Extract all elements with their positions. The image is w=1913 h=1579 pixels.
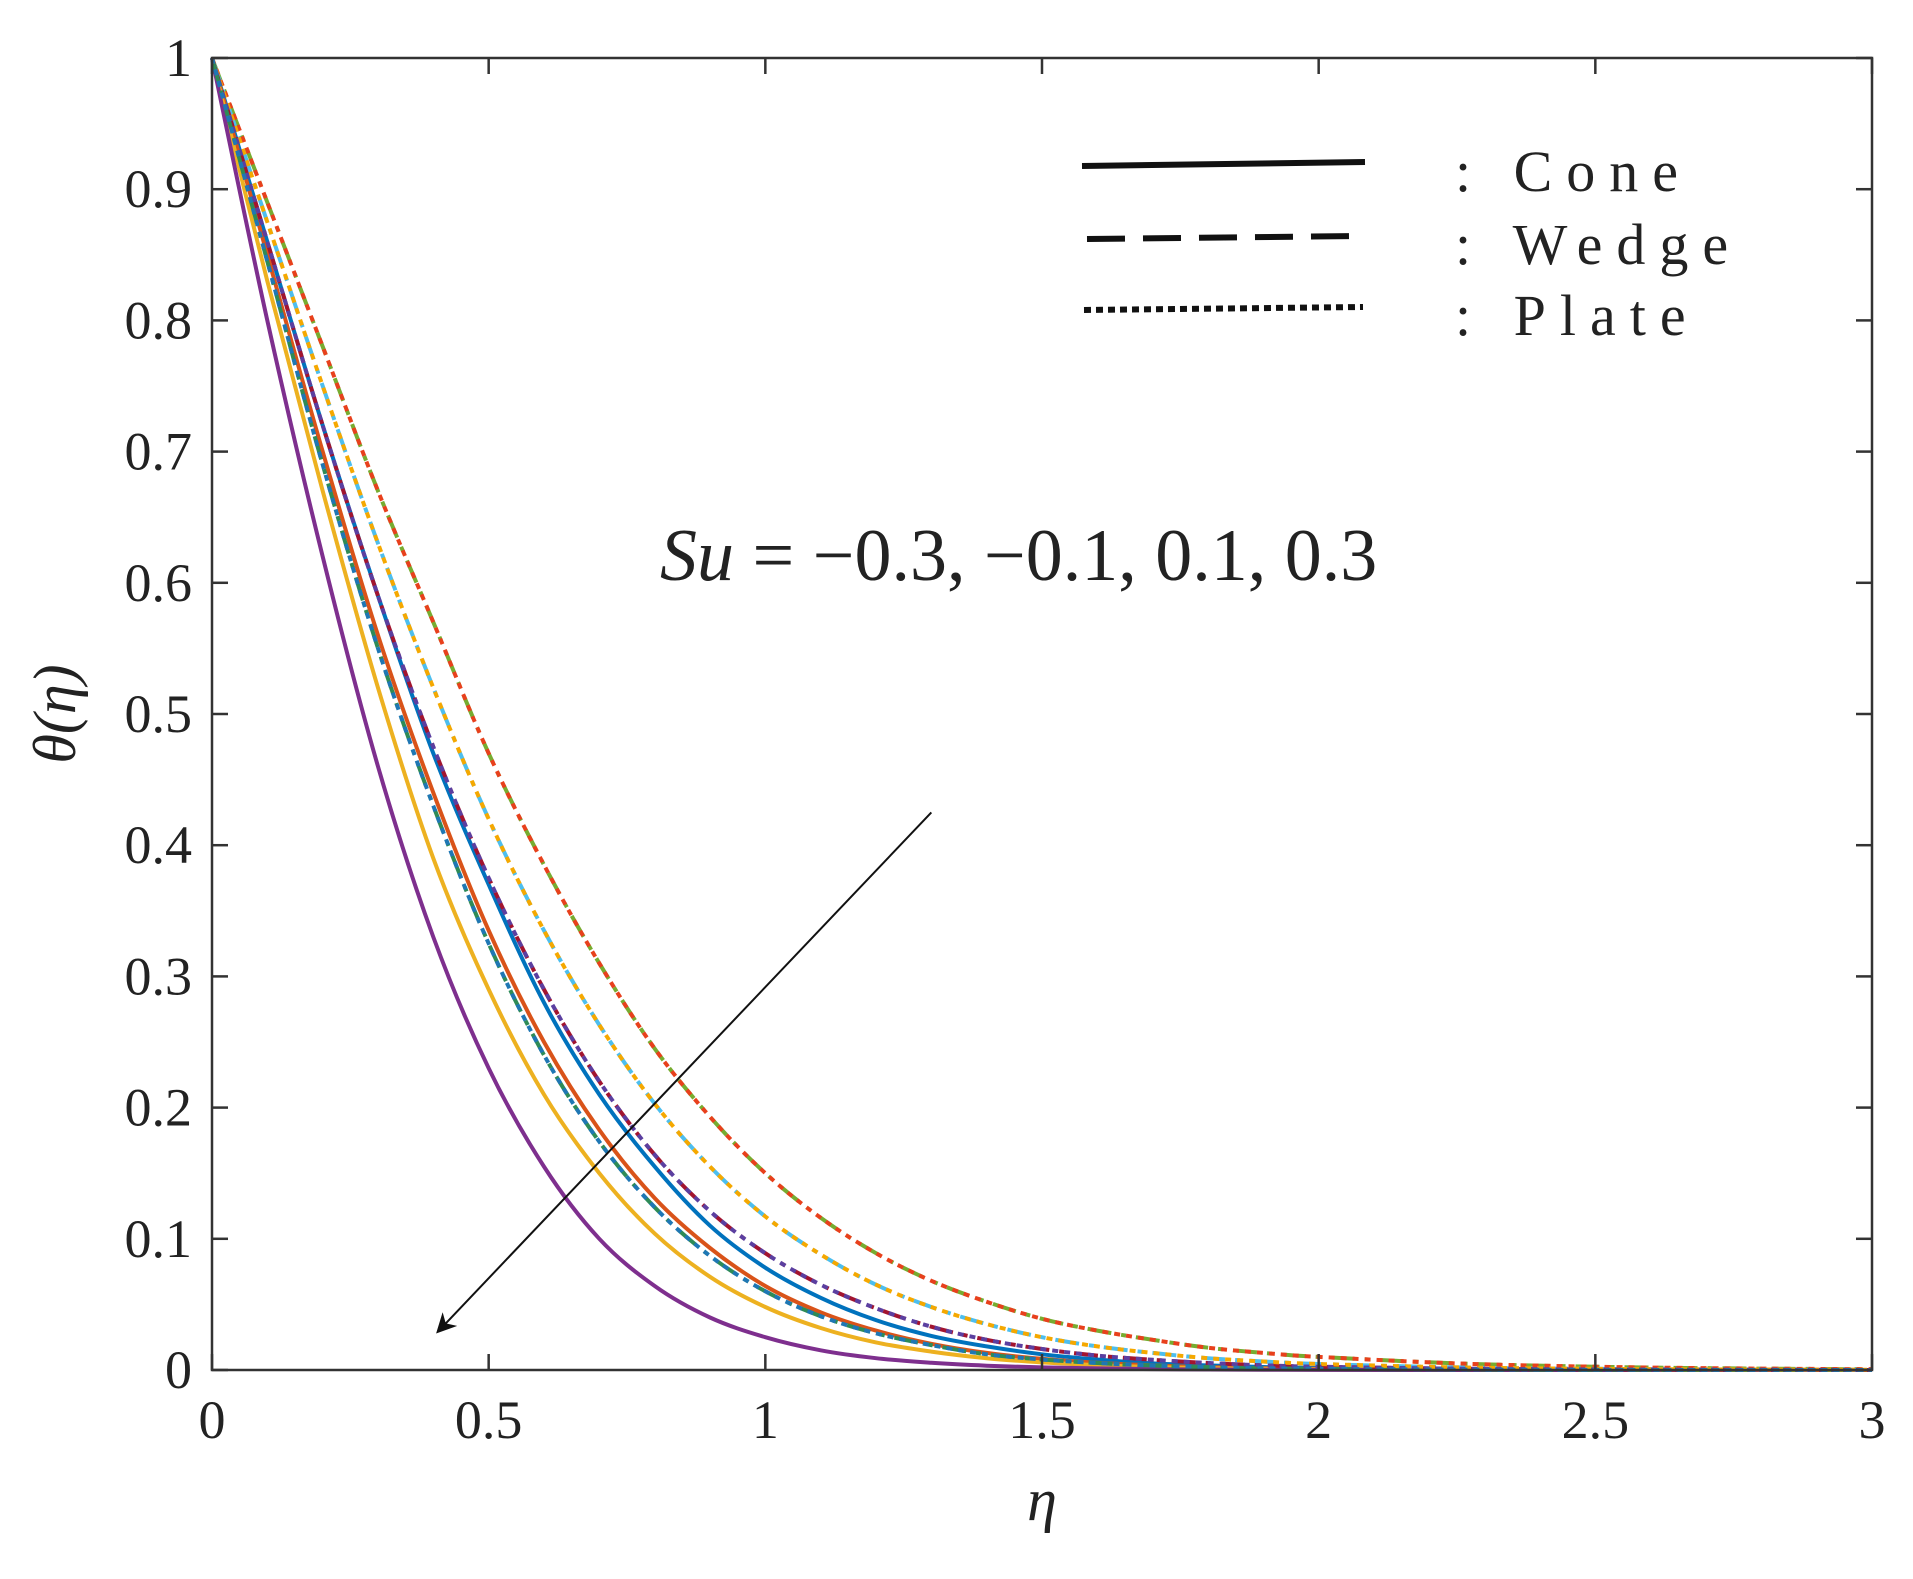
annotation-variable: Su xyxy=(660,515,734,597)
y-tick-label: 0.9 xyxy=(125,159,193,219)
y-tick-label: 0.5 xyxy=(125,684,193,744)
series-line xyxy=(210,57,1873,1372)
x-tick-label: 1.5 xyxy=(1008,1390,1076,1450)
ticks-layer: 0 0.5 1 1.5 2 2.5 3 0 0.1 0.2 0.3 0.4 0.5 0.6 0.7 0.8 0.… xyxy=(125,28,1886,1450)
x-axis-label: η xyxy=(1027,1467,1057,1533)
annotation-arrow xyxy=(436,811,933,1334)
y-tick-label: 1 xyxy=(165,28,192,88)
legend-line-plate xyxy=(1083,304,1364,313)
annotation-values: = −0.3, −0.1, 0.1, 0.3 xyxy=(734,515,1377,597)
legend: : Cone : Wedge : Plate xyxy=(1081,139,1742,348)
y-tick-label: 0 xyxy=(165,1340,192,1400)
series-line xyxy=(210,57,1873,1372)
x-tick-label: 0 xyxy=(199,1390,226,1450)
legend-label-wedge: : Wedge xyxy=(1455,212,1742,277)
legend-label-plate: : Plate xyxy=(1455,283,1700,348)
y-tick-label: 0.1 xyxy=(125,1209,193,1269)
y-tick-label: 0.3 xyxy=(125,946,193,1006)
series-layer xyxy=(210,57,1873,1373)
y-tick-label: 0.7 xyxy=(125,422,193,482)
series-line xyxy=(210,57,1872,1373)
x-tick-label: 2 xyxy=(1305,1390,1332,1450)
annotation-text: Su = −0.3, −0.1, 0.1, 0.3 xyxy=(660,515,1377,597)
plot-area-frame xyxy=(210,56,1874,1372)
x-tick-label: 3 xyxy=(1859,1390,1886,1450)
legend-line-cone xyxy=(1081,159,1366,169)
x-tick-label: 1 xyxy=(752,1390,779,1450)
y-tick-label: 0.8 xyxy=(125,290,193,350)
y-tick-label: 0.2 xyxy=(125,1078,193,1138)
x-tick-label: 0.5 xyxy=(455,1390,523,1450)
y-tick-label: 0.4 xyxy=(125,815,193,875)
legend-line-wedge xyxy=(1086,233,1361,242)
legend-label-cone: : Cone xyxy=(1455,139,1692,204)
y-tick-label: 0.6 xyxy=(125,553,193,613)
x-tick-label: 2.5 xyxy=(1562,1390,1630,1450)
y-axis-label: θ(η) xyxy=(22,664,88,763)
